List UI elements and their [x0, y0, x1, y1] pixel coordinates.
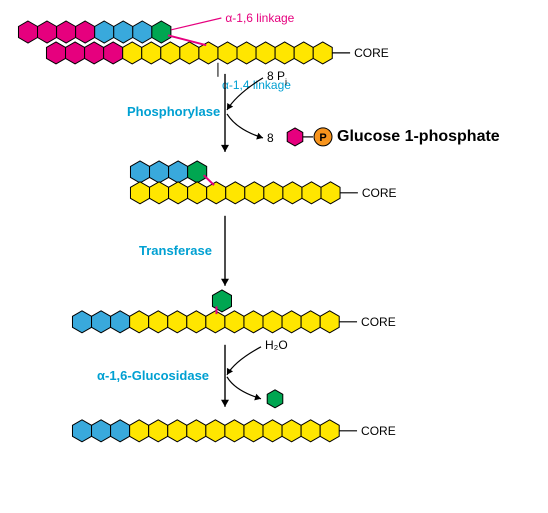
core-label: CORE — [361, 315, 396, 329]
alpha-1-6-label: α-1,6 linkage — [225, 11, 294, 25]
phosphate-icon: P — [319, 132, 326, 144]
core-label: CORE — [362, 186, 397, 200]
transferase-label: Transferase — [139, 243, 212, 258]
core-label: CORE — [354, 46, 389, 60]
phosphorylase-label: Phosphorylase — [127, 104, 220, 119]
g1p-label: Glucose 1-phosphate — [337, 128, 500, 145]
eight-label: 8 — [267, 131, 274, 145]
glycogen-degradation-diagram: α-1,6 linkageα-1,4 linkageCORE8 Pi8PGluc… — [10, 10, 538, 503]
core-label: CORE — [361, 424, 396, 438]
h2o-label: H₂O — [265, 338, 288, 352]
glucosidase-label: α-1,6-Glucosidase — [97, 368, 209, 383]
